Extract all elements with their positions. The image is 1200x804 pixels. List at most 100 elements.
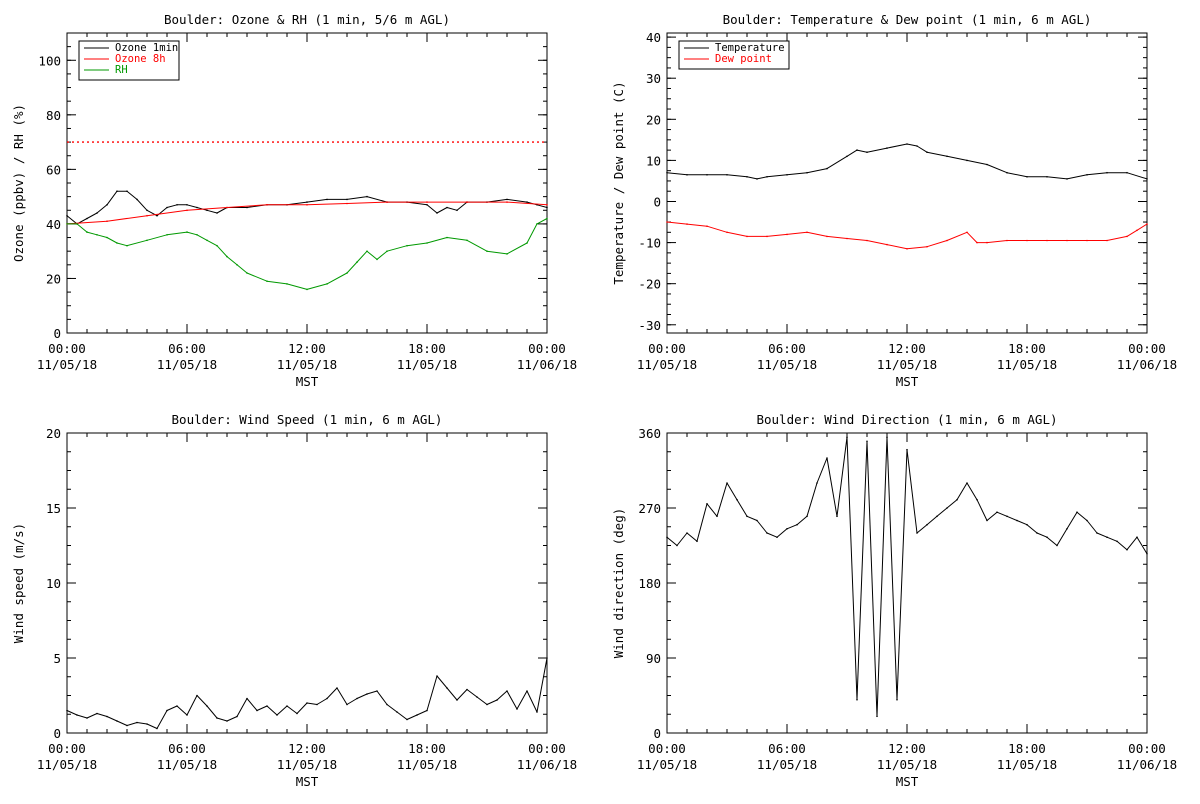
data-point	[66, 223, 68, 225]
x-tick-date-label: 11/05/18	[877, 357, 937, 372]
data-point	[546, 657, 548, 659]
data-point	[726, 482, 728, 484]
data-point	[456, 699, 458, 701]
y-tick-label: -10	[638, 236, 661, 251]
data-point	[236, 715, 238, 718]
data-point	[66, 709, 68, 712]
x-tick-time-label: 06:00	[168, 341, 206, 356]
data-point	[806, 515, 808, 518]
x-tick-date-label: 11/05/18	[877, 757, 937, 772]
data-point	[116, 242, 118, 244]
data-point	[536, 711, 538, 713]
y-tick-label: 20	[46, 426, 61, 441]
data-point	[856, 698, 858, 701]
data-point	[506, 198, 508, 201]
x-tick-time-label: 00:00	[648, 741, 686, 756]
data-point	[756, 178, 758, 180]
data-point	[1136, 229, 1138, 232]
x-axis-label: MST	[896, 774, 919, 789]
data-point	[346, 272, 348, 274]
data-point	[546, 206, 548, 209]
data-point	[986, 241, 988, 244]
data-point	[136, 198, 138, 201]
data-point	[786, 528, 788, 530]
chart-panel-4: Boulder: Wind Direction (1 min, 6 m AGL)…	[611, 412, 1177, 789]
data-point	[346, 198, 348, 201]
data-point	[546, 204, 548, 206]
data-point	[1086, 239, 1088, 242]
x-tick-time-label: 00:00	[48, 341, 86, 356]
data-point	[886, 147, 888, 149]
x-tick-time-label: 06:00	[768, 741, 806, 756]
data-point	[426, 201, 428, 203]
data-point	[906, 248, 908, 250]
x-tick-date-label: 11/05/18	[397, 757, 457, 772]
y-tick-label: 0	[53, 326, 61, 341]
data-point	[1046, 536, 1048, 538]
data-point	[306, 702, 308, 704]
data-point	[66, 214, 68, 217]
data-point	[746, 235, 748, 238]
data-point	[106, 236, 108, 239]
data-point	[1066, 528, 1068, 530]
y-tick-label: 60	[46, 162, 61, 177]
data-point	[216, 244, 218, 247]
data-point	[186, 209, 188, 212]
data-point	[756, 519, 758, 522]
legend-entry: Ozone 8h	[115, 53, 166, 65]
plot-frame	[666, 432, 1148, 734]
x-tick-date-label: 11/05/18	[637, 757, 697, 772]
data-point	[826, 457, 828, 459]
data-point	[226, 255, 228, 258]
data-point	[726, 174, 728, 176]
data-point	[956, 498, 958, 501]
data-point	[386, 250, 388, 252]
x-tick-date-label: 11/05/18	[277, 357, 337, 372]
y-tick-label: 0	[653, 194, 661, 209]
data-point	[346, 703, 348, 706]
data-point	[1146, 223, 1148, 225]
y-tick-label: 15	[46, 501, 61, 516]
x-tick-time-label: 18:00	[408, 741, 446, 756]
data-point	[1046, 239, 1048, 242]
data-point	[1026, 239, 1028, 242]
data-point	[436, 675, 438, 677]
data-point	[266, 705, 268, 707]
x-tick-date-label: 11/05/18	[397, 357, 457, 372]
data-point	[176, 204, 178, 206]
data-point	[946, 155, 948, 158]
chart-title: Boulder: Wind Speed (1 min, 6 m AGL)	[172, 412, 443, 427]
x-tick-date-label: 11/06/18	[1117, 357, 1177, 372]
data-point	[186, 231, 188, 233]
series-line-1	[66, 657, 548, 729]
x-tick-date-label: 11/06/18	[517, 757, 577, 772]
data-point	[106, 715, 108, 718]
x-tick-date-label: 11/05/18	[757, 757, 817, 772]
data-point	[466, 201, 468, 203]
series-temperature	[666, 143, 1148, 180]
data-point	[96, 212, 98, 214]
data-point	[1006, 515, 1008, 518]
data-point	[486, 250, 488, 252]
data-point	[1016, 519, 1018, 522]
data-point	[966, 482, 968, 484]
data-point	[1076, 511, 1078, 513]
data-point	[506, 690, 508, 692]
data-point	[846, 436, 848, 439]
data-point	[316, 703, 318, 706]
y-tick-label: 80	[46, 108, 61, 123]
data-point	[726, 231, 728, 234]
data-point	[666, 171, 668, 174]
data-point	[366, 195, 368, 198]
data-point	[866, 440, 868, 443]
data-point	[106, 220, 108, 222]
chart-panel-3: Boulder: Wind Speed (1 min, 6 m AGL) 0 5 10…	[11, 412, 577, 789]
data-point	[686, 223, 688, 225]
data-point	[96, 234, 98, 236]
x-tick-date-label: 11/06/18	[1117, 757, 1177, 772]
x-tick-time-label: 00:00	[648, 341, 686, 356]
series-ozone-1min	[66, 190, 548, 225]
data-point	[886, 243, 888, 246]
data-point	[796, 523, 798, 526]
